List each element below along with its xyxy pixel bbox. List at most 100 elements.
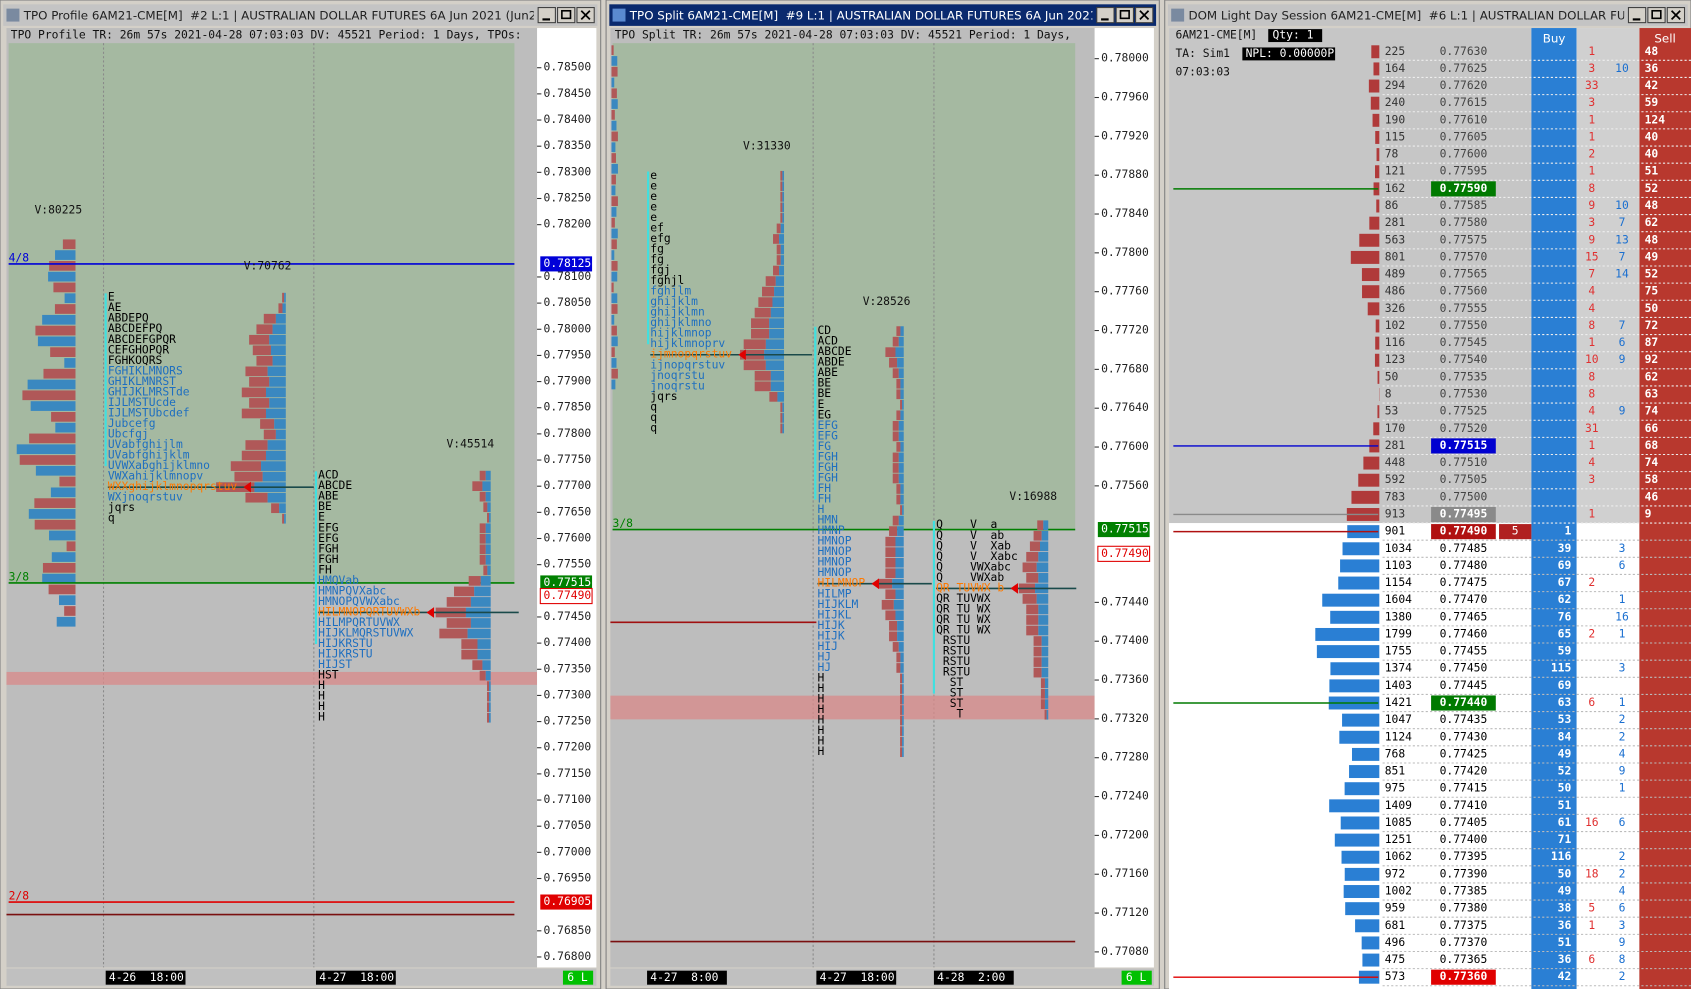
volume-label: V:45514 [446,436,494,450]
tpo-histogram-bar [770,370,785,381]
poc-marker [738,349,746,361]
row-sold: 31 [1585,421,1599,435]
price-tick-label: 0.78500 [544,60,592,74]
tpo-letters: e [650,199,657,213]
tpo-histogram-bar [765,276,776,286]
price-tick-label: 0.78300 [544,164,592,178]
time-label: 4-28 2:00 [937,970,1005,984]
row-sell: 72 [1645,318,1659,332]
row-bought: 16 [1615,609,1629,623]
profile-bar [611,228,618,239]
tpo-histogram-bar [262,471,286,482]
row-sold: 1 [1588,918,1595,932]
tpo-histogram-bar [1033,646,1042,657]
profile-bar [50,347,76,357]
tpo-histogram-bar [898,368,904,379]
window-button[interactable] [557,7,576,24]
tpo-letters: FH [817,492,831,506]
tpo-letters: H [318,689,325,703]
tpo-histogram-bar [776,244,781,255]
tpo-histogram-bar [896,484,901,494]
row-volume: 1409 [1385,798,1412,812]
tpo-histogram-bar [898,463,904,473]
tpo-letters: efg [650,231,670,245]
tpo-letters: fghjlm [650,284,691,298]
row-volume: 116 [1385,335,1406,349]
price-tick-label: 0.77000 [544,844,592,858]
row-volume: 1062 [1385,849,1412,863]
tpo-letters: ef [650,220,664,234]
tpo-histogram-bar [1044,699,1049,710]
tpo-histogram-bar [479,554,486,565]
tpo-histogram-bar [898,420,904,431]
profile-bar [55,250,76,260]
price-tick-label: 0.78400 [544,112,592,126]
price-tick-label: 0.77550 [544,557,592,571]
row-volume: 1755 [1385,644,1412,658]
row-bought: 6 [1619,815,1626,829]
row-price: 0.77500 [1440,489,1488,503]
price-band [6,671,538,685]
row-price: 0.77480 [1440,558,1488,572]
row-volume: 1403 [1385,678,1412,692]
sell-column [1639,28,1691,989]
tpo-histogram-bar [885,547,896,558]
row-bought: 14 [1615,267,1629,281]
row-sold: 9 [1588,232,1595,246]
maximize-glyph [1119,9,1130,20]
profile-bar [611,142,616,153]
profile-bar [16,444,76,455]
tpo-letters: FH [817,481,831,495]
row-price: 0.77415 [1440,781,1488,795]
tpo-histogram-bar [270,345,286,356]
row-sell: 48 [1645,232,1659,246]
row-sell: 52 [1645,267,1659,281]
tpo-histogram-bar [480,576,491,586]
row-bought: 3 [1619,661,1626,675]
last-price-box [539,587,593,605]
tpo-letters: VWXahijklmnopv [108,469,204,483]
window-button[interactable] [1115,7,1134,24]
row-price: 0.77440 [1440,695,1488,709]
price-tick-label: 0.77880 [1101,167,1149,181]
tpo-histogram-bar [900,484,904,494]
tpo-histogram-bar [265,450,286,461]
tpo-histogram-bar [483,565,488,576]
tpo-histogram-bar [782,213,785,223]
tpo-histogram-bar [892,463,899,473]
tpo-histogram-bar [776,255,781,265]
window-button[interactable] [1647,7,1666,24]
dom-symbol: 6AM21-CME[M] [1175,28,1257,42]
tpo-letters: Ubcfgj [108,427,149,441]
tpo-letters: HIJKL [817,607,851,621]
tpo-letters: jnoqrstu [650,368,704,382]
qty-box [1268,29,1323,43]
row-price: 0.77560 [1440,284,1488,298]
profile-bar [64,293,76,304]
row-volume: 801 [1385,249,1406,263]
tpo-histogram-bar [477,639,491,649]
tpo-histogram-bar [892,515,899,526]
poc-marker [243,481,251,493]
row-price: 0.77370 [1440,935,1488,949]
row-volume: 768 [1385,746,1406,760]
tpo-histogram-bar [885,536,896,547]
profile-bar [611,153,616,163]
tpo-histogram-bar [1033,667,1042,678]
time-label-box [933,970,1014,985]
tpo-histogram-bar [898,473,904,484]
tpo-letters: HMNP [817,523,844,537]
profile-bar [42,573,76,584]
tpo-histogram-bar [479,491,486,502]
row-price: 0.77490 [1440,524,1488,538]
tpo-histogram-bar [780,255,785,265]
tpo-letters: HJ [817,660,831,674]
tpo-histogram-bar [900,747,903,758]
tpo-letters: EFG [318,531,339,545]
volume-bar [1349,765,1380,779]
tpo-histogram-bar [775,276,785,286]
row-sell: 62 [1645,215,1659,229]
price-tick-label: 0.77650 [544,504,592,518]
volume-bar [1359,233,1380,247]
tpo-letters: QR TU WX [936,601,991,615]
